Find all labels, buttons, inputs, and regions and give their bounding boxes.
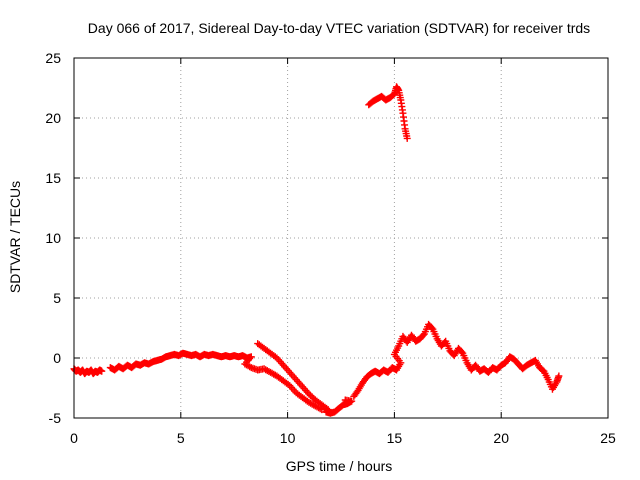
x-tick-label: 5 [177,430,185,446]
x-tick-label: 20 [493,430,509,446]
y-tick-label: 25 [45,50,61,66]
data-point [403,134,411,142]
y-tick-label: -5 [49,410,62,426]
data-point [246,363,254,371]
series-upper-segment [365,83,411,142]
x-tick-label: 10 [280,430,296,446]
x-tick-label: 0 [70,430,78,446]
grid [74,58,608,418]
y-tick-label: 20 [45,110,61,126]
y-tick-label: 5 [53,290,61,306]
data-markers [70,83,563,417]
x-tick-label: 25 [600,430,616,446]
y-tick-label: 10 [45,230,61,246]
data-point [98,367,106,375]
data-point [341,396,349,404]
y-tick-label: 15 [45,170,61,186]
data-point [555,372,563,380]
chart-title: Day 066 of 2017, Sidereal Day-to-day VTE… [88,20,590,36]
x-axis-label: GPS time / hours [286,458,393,474]
data-point [428,324,436,332]
x-tick-label: 15 [387,430,403,446]
data-point [458,348,466,356]
data-point [419,331,427,339]
y-axis-label: SDTVAR / TECUs [7,181,23,293]
y-tick-label: 0 [53,350,61,366]
axis-ticks: 0 5 10 15 20 25 -5 0 5 10 15 20 25 [45,50,616,446]
series-main [70,320,563,417]
